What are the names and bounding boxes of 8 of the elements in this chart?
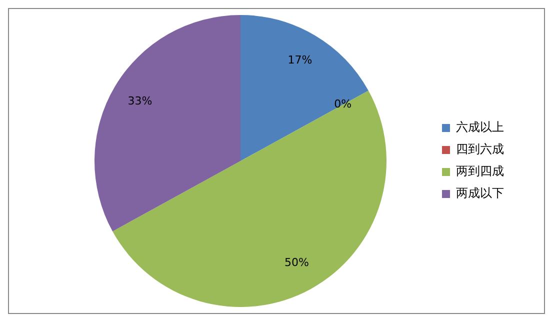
legend-label: 两到四成: [456, 164, 504, 178]
data-label: 50%: [284, 256, 309, 270]
legend-label: 四到六成: [456, 142, 504, 156]
legend-label: 两成以下: [456, 186, 504, 200]
legend-label: 六成以上: [456, 120, 504, 134]
data-label: 33%: [128, 94, 152, 108]
text: 0%: [334, 98, 352, 111]
data-label: 17%: [288, 53, 312, 66]
